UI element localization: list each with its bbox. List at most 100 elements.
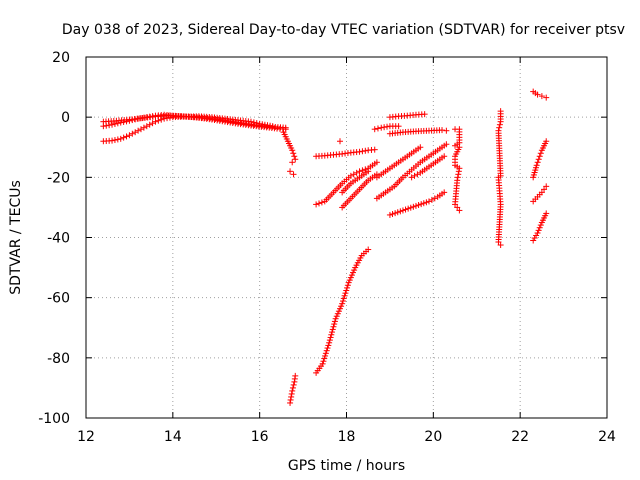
data-point xyxy=(389,211,396,218)
data-point xyxy=(381,124,388,131)
data-point xyxy=(538,189,545,196)
data-point xyxy=(341,292,348,299)
data-point xyxy=(495,239,502,246)
data-point xyxy=(455,168,462,175)
data-point xyxy=(146,121,153,128)
data-point xyxy=(412,202,419,209)
points-layer xyxy=(100,88,550,406)
data-point xyxy=(371,146,378,153)
data-point xyxy=(395,123,402,130)
data-point xyxy=(120,134,127,141)
data-point xyxy=(456,165,463,172)
data-point xyxy=(441,189,448,196)
y-tick-label: -80 xyxy=(47,351,70,367)
tick-layer: 12 14 16 18 20 22 24 -100 -80 -60 -40 -20 0 20 xyxy=(38,50,616,445)
data-point xyxy=(340,295,347,302)
y-tick-label: 20 xyxy=(52,50,70,66)
data-point xyxy=(543,94,550,101)
data-point xyxy=(338,303,345,310)
data-point xyxy=(431,195,438,202)
data-point xyxy=(347,274,354,281)
data-point xyxy=(533,162,540,169)
data-point xyxy=(344,284,351,291)
data-point xyxy=(287,399,294,406)
data-point xyxy=(318,199,325,206)
data-point xyxy=(365,168,372,175)
data-point xyxy=(149,120,156,127)
data-point xyxy=(386,211,393,218)
data-point xyxy=(365,246,372,253)
data-point xyxy=(417,144,424,151)
data-point xyxy=(324,345,331,352)
x-axis-label: GPS time / hours xyxy=(288,458,405,474)
data-point xyxy=(535,156,542,163)
data-point xyxy=(329,329,336,336)
data-point xyxy=(350,171,357,178)
data-point xyxy=(410,203,417,210)
data-point xyxy=(497,242,504,249)
x-tick-label: 14 xyxy=(164,429,182,445)
y-tick-label: 0 xyxy=(61,110,70,126)
data-point xyxy=(288,393,295,400)
data-point xyxy=(325,342,332,349)
data-point xyxy=(418,201,425,208)
data-point xyxy=(541,186,548,193)
data-point xyxy=(497,118,504,125)
data-point xyxy=(287,168,294,175)
data-point xyxy=(371,126,378,133)
data-point xyxy=(111,137,118,144)
data-point xyxy=(343,287,350,294)
data-point xyxy=(454,174,461,181)
y-axis-label: SDTVAR / TECUs xyxy=(8,180,24,295)
data-point xyxy=(114,120,121,127)
data-point xyxy=(319,360,326,367)
data-point xyxy=(344,282,351,289)
data-point xyxy=(289,387,296,394)
data-point xyxy=(543,210,550,217)
data-point xyxy=(428,196,435,203)
data-point xyxy=(353,169,360,176)
data-point xyxy=(346,277,353,284)
data-point xyxy=(534,159,541,166)
data-point xyxy=(420,200,427,207)
data-point xyxy=(282,124,289,131)
data-point xyxy=(114,136,121,143)
data-point xyxy=(126,132,133,139)
data-point xyxy=(106,122,113,129)
data-point xyxy=(333,313,340,320)
data-point xyxy=(330,323,337,330)
data-point xyxy=(359,167,366,174)
data-point xyxy=(456,207,463,214)
data-point xyxy=(452,201,459,208)
data-point xyxy=(289,384,296,391)
data-point xyxy=(411,172,418,179)
data-point xyxy=(290,150,297,157)
data-point xyxy=(287,396,294,403)
y-tick-label: -60 xyxy=(47,291,70,307)
x-tick-label: 12 xyxy=(77,429,95,445)
data-point xyxy=(443,141,450,148)
data-point xyxy=(342,290,349,297)
data-point xyxy=(117,135,124,142)
data-point xyxy=(443,127,450,134)
data-point xyxy=(533,232,540,239)
data-point xyxy=(316,200,323,207)
data-point xyxy=(336,138,343,145)
data-point xyxy=(421,111,428,118)
data-point xyxy=(543,183,550,190)
data-point xyxy=(392,210,399,217)
x-tick-label: 20 xyxy=(424,429,442,445)
data-point xyxy=(535,227,542,234)
data-point xyxy=(158,116,165,123)
grid-layer xyxy=(86,57,607,418)
data-point xyxy=(322,352,329,359)
y-tick-label: -40 xyxy=(47,231,70,247)
data-point xyxy=(405,205,412,212)
data-point xyxy=(109,137,116,144)
data-point xyxy=(331,321,338,328)
data-point xyxy=(336,305,343,312)
data-point xyxy=(345,279,352,286)
data-point xyxy=(329,326,336,333)
data-point xyxy=(394,209,401,216)
data-point xyxy=(289,147,296,154)
